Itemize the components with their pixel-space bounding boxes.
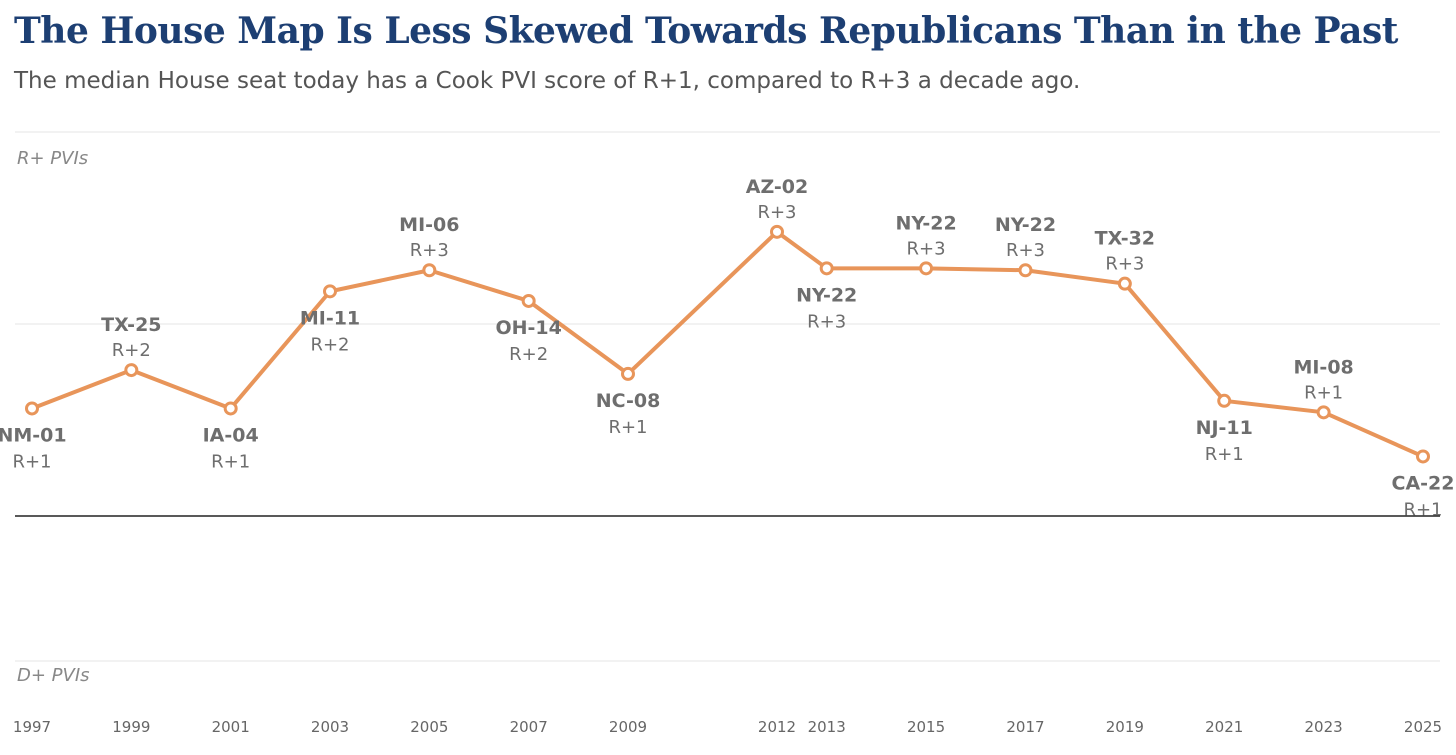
x-tick-label-2003: 2003 — [311, 718, 349, 736]
district-label-2001: IA-04 — [203, 424, 259, 446]
x-tick-label-2013: 2013 — [808, 718, 846, 736]
x-tick-label-1999: 1999 — [112, 718, 150, 736]
series-points — [25, 224, 1430, 464]
pvi-label-2015: R+3 — [907, 238, 946, 259]
data-point-2012 — [770, 224, 784, 239]
district-label-2012: AZ-02 — [746, 176, 808, 198]
point-labels: NM-01 R+1 TX-25 R+2 IA-04 R+1 MI-11 R+2 MI-06 R+3… — [0, 176, 1454, 521]
data-point-2013 — [819, 261, 834, 276]
chart-title: The House Map Is Less Skewed Towards Rep… — [14, 10, 1398, 52]
pvi-label-2013: R+3 — [807, 311, 846, 332]
gridlines — [15, 131, 1440, 662]
district-label-2009: NC-08 — [596, 390, 661, 412]
district-label-2019: TX-32 — [1095, 228, 1155, 250]
pvi-label-2017: R+3 — [1006, 240, 1045, 261]
district-label-2013: NY-22 — [796, 284, 857, 306]
pvi-label-2005: R+3 — [410, 240, 449, 261]
x-tick-label-2012: 2012 — [758, 718, 796, 736]
x-tick-label-2001: 2001 — [212, 718, 250, 736]
district-label-2003: MI-11 — [300, 307, 360, 329]
pvi-label-2007: R+2 — [509, 344, 548, 365]
x-tick-label-2015: 2015 — [907, 718, 945, 736]
data-point-2023 — [1316, 405, 1331, 420]
x-tick-label-2019: 2019 — [1106, 718, 1144, 736]
data-point-2001 — [223, 401, 238, 416]
district-label-2025: CA-22 — [1392, 472, 1455, 494]
data-point-1999 — [124, 363, 139, 378]
district-label-2021: NJ-11 — [1196, 417, 1253, 439]
pvi-label-1997: R+1 — [12, 451, 51, 472]
x-tick-label-2025: 2025 — [1404, 718, 1442, 736]
x-tick-label-2023: 2023 — [1305, 718, 1343, 736]
pvi-label-2012: R+3 — [757, 202, 796, 223]
data-point-2025 — [1416, 449, 1430, 464]
data-point-2015 — [919, 261, 934, 276]
x-tick-label-1997: 1997 — [13, 718, 51, 736]
pvi-label-1999: R+2 — [112, 340, 151, 361]
x-tick-label-2005: 2005 — [410, 718, 448, 736]
pvi-label-2025: R+1 — [1403, 499, 1442, 520]
data-point-2017 — [1018, 263, 1033, 278]
pvi-label-2003: R+2 — [310, 334, 349, 355]
district-label-2005: MI-06 — [399, 214, 459, 236]
data-point-2019 — [1117, 276, 1132, 291]
x-axis-ticks: 1997 1999 2001 2003 2005 2007 2009 2012 2013 2015… — [13, 718, 1442, 736]
district-label-2015: NY-22 — [895, 212, 956, 234]
data-point-2005 — [422, 263, 437, 278]
data-point-2021 — [1217, 393, 1232, 408]
x-tick-label-2017: 2017 — [1006, 718, 1044, 736]
district-label-1999: TX-25 — [101, 314, 161, 336]
zone-label-r-pvis: R+ PVIs — [17, 148, 88, 169]
pvi-label-2009: R+1 — [608, 417, 647, 438]
data-point-1997 — [25, 401, 39, 416]
district-label-2017: NY-22 — [995, 214, 1056, 236]
district-label-2007: OH-14 — [495, 317, 561, 339]
zone-label-d-pvis: D+ PVIs — [17, 665, 90, 686]
x-tick-label-2021: 2021 — [1205, 718, 1243, 736]
pvi-label-2019: R+3 — [1105, 254, 1144, 275]
x-tick-label-2009: 2009 — [609, 718, 647, 736]
district-label-1997: NM-01 — [0, 424, 67, 446]
chart-subtitle: The median House seat today has a Cook P… — [14, 68, 1081, 94]
pvi-label-2021: R+1 — [1205, 444, 1244, 465]
data-point-2009 — [621, 366, 635, 381]
district-label-2023: MI-08 — [1293, 356, 1353, 378]
pvi-label-2001: R+1 — [211, 451, 250, 472]
pvi-label-2023: R+1 — [1304, 382, 1343, 403]
data-point-2007 — [521, 293, 536, 308]
x-tick-label-2007: 2007 — [510, 718, 548, 736]
data-point-2003 — [323, 284, 337, 299]
